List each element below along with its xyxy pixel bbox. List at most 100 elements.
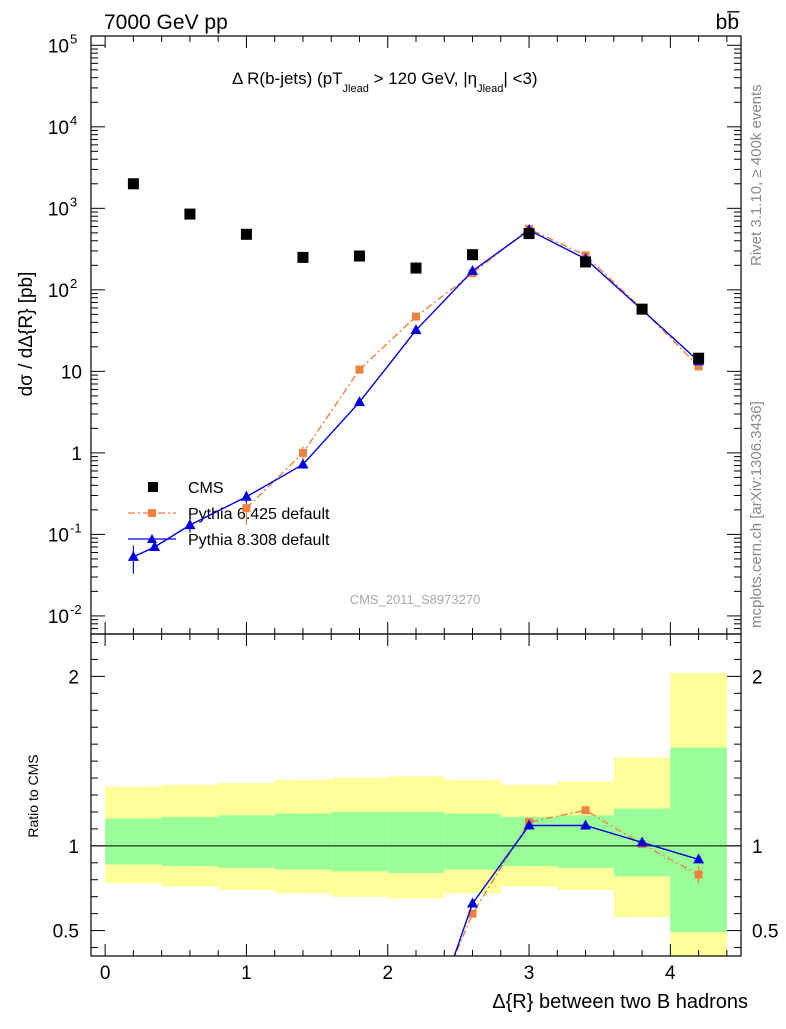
- y-tick-exponent: -2: [70, 602, 82, 617]
- ratio-pythia8-point: [693, 853, 705, 864]
- ratio-y-tick-label-right: 1: [752, 837, 763, 858]
- ratio-band-green: [218, 815, 275, 868]
- cms-point: [580, 256, 592, 268]
- y-tick-label: 1: [71, 444, 82, 465]
- ratio-band-green: [274, 813, 332, 870]
- ratio-band-green: [105, 818, 162, 865]
- analysis-watermark: CMS_2011_S8973270: [350, 592, 481, 607]
- ratio-band-green: [331, 811, 388, 872]
- pythia8-point: [297, 458, 309, 469]
- legend-marker-cms: [148, 482, 158, 492]
- main-panel-title: Δ R(b-jets) (pTJlead > 120 GeV, |ηJlead|…: [232, 69, 538, 95]
- legend-label-pythia6: Pythia 6.425 default: [188, 506, 330, 523]
- y-tick-label: 10: [48, 525, 69, 546]
- pythia8-point: [184, 519, 196, 530]
- ratio-pythia6-point: [447, 960, 455, 968]
- title-sub-1: Jlead: [343, 83, 369, 95]
- pythia6-point: [412, 312, 420, 321]
- y-tick-exponent: 2: [70, 276, 77, 291]
- y-tick-label: 10: [48, 199, 69, 220]
- x-tick-label: 2: [382, 963, 393, 984]
- y-tick-label: 10: [48, 118, 69, 139]
- x-tick-label: 4: [665, 963, 676, 984]
- ratio-y-axis-ticks: 0.5 0.5 1 1 2 2: [53, 641, 778, 949]
- ratio-pythia8-point: [580, 819, 592, 830]
- title-sub-2: Jlead: [477, 83, 503, 95]
- cms-point: [297, 251, 309, 263]
- ratio-y-tick-label-right: 0.5: [752, 922, 778, 943]
- y-tick-label: 10: [48, 281, 69, 302]
- ratio-pythia8-point: [446, 958, 457, 968]
- ratio-y-axis-label: Ratio to CMS: [25, 754, 41, 837]
- ratio-band-green: [161, 817, 219, 867]
- cms-point: [127, 178, 139, 190]
- ratio-pythia8-line: [453, 824, 699, 956]
- ratio-pythia6-point: [694, 870, 703, 879]
- pythia6-point: [355, 365, 364, 374]
- side-label-top: Rivet 3.1.10, ≥ 400k events: [748, 84, 765, 266]
- y-tick-exponent: 3: [70, 194, 77, 209]
- x-tick-label: 1: [241, 963, 252, 984]
- legend-entry-pythia8: Pythia 8.308 default: [128, 532, 330, 549]
- pythia8-point: [467, 265, 479, 276]
- energy-label: 7000 GeV pp: [104, 11, 228, 34]
- pythia8-line: [133, 229, 700, 558]
- ratio-y-tick-label: 0.5: [53, 922, 79, 943]
- cms-point: [184, 208, 196, 220]
- ratio-band-green: [670, 747, 727, 933]
- x-axis-label: Δ{R} between two B hadrons: [492, 991, 748, 1013]
- title-part-b: > 120 GeV, |η: [369, 69, 477, 88]
- cms-point: [240, 228, 252, 240]
- pythia8-point: [149, 541, 161, 552]
- ratio-pythia8-series: [446, 819, 705, 968]
- side-label-bottom: mcplots.cern.ch [arXiv:1306.3436]: [748, 401, 765, 628]
- cms-point: [467, 249, 479, 261]
- ratio-y-tick-label: 1: [68, 837, 79, 858]
- cms-point: [353, 250, 365, 262]
- ratio-band-green: [387, 811, 445, 873]
- pythia6-line: [245, 228, 700, 509]
- main-y-axis-label: dσ / dΔ{R} [pb]: [16, 272, 37, 397]
- legend-label-cms: CMS: [188, 480, 224, 497]
- ratio-y-tick-label-right: 2: [752, 667, 763, 688]
- legend-entry-pythia6: Pythia 6.425 default: [128, 506, 330, 523]
- ratio-pythia6-point: [468, 909, 477, 918]
- pythia8-point: [240, 490, 252, 501]
- legend: CMS Pythia 6.425 default Pythia 8.308 de…: [128, 480, 330, 549]
- cms-point: [523, 228, 535, 240]
- pythia6-point: [694, 362, 703, 371]
- pythia6-point: [298, 448, 307, 457]
- pythia6-point: [242, 504, 251, 513]
- cms-point: [636, 303, 648, 315]
- y-tick-label: 10: [48, 36, 69, 57]
- cms-point: [410, 262, 422, 274]
- pythia8-point: [410, 324, 422, 335]
- x-tick-label: 3: [524, 963, 535, 984]
- ratio-y-tick-label: 2: [68, 667, 79, 688]
- process-label: bb̅: [716, 11, 741, 34]
- cms-point: [693, 352, 705, 364]
- ratio-pythia8-point: [636, 836, 648, 847]
- title-part-c: | <3): [503, 69, 537, 88]
- legend-marker-pythia6: [148, 509, 156, 517]
- ratio-band-green: [444, 813, 501, 870]
- x-axis-ticks: 0 1 2 3 4: [100, 36, 728, 984]
- pythia8-point: [127, 550, 139, 561]
- ratio-pythia6-point: [581, 806, 590, 815]
- y-tick-exponent: 4: [70, 113, 77, 128]
- legend-entry-cms: CMS: [148, 480, 224, 497]
- y-tick-label: 10: [61, 362, 82, 383]
- x-tick-label: 0: [100, 963, 111, 984]
- y-tick-label: 10: [48, 607, 69, 628]
- y-tick-exponent: 5: [70, 31, 77, 46]
- legend-label-pythia8: Pythia 8.308 default: [188, 532, 330, 549]
- pythia8-point: [353, 396, 365, 407]
- ratio-pythia6-line: [454, 809, 699, 956]
- ratio-uncertainty-bands: [105, 672, 727, 956]
- ratio-pythia8-point: [523, 819, 535, 830]
- legend-marker-pythia8: [147, 534, 157, 543]
